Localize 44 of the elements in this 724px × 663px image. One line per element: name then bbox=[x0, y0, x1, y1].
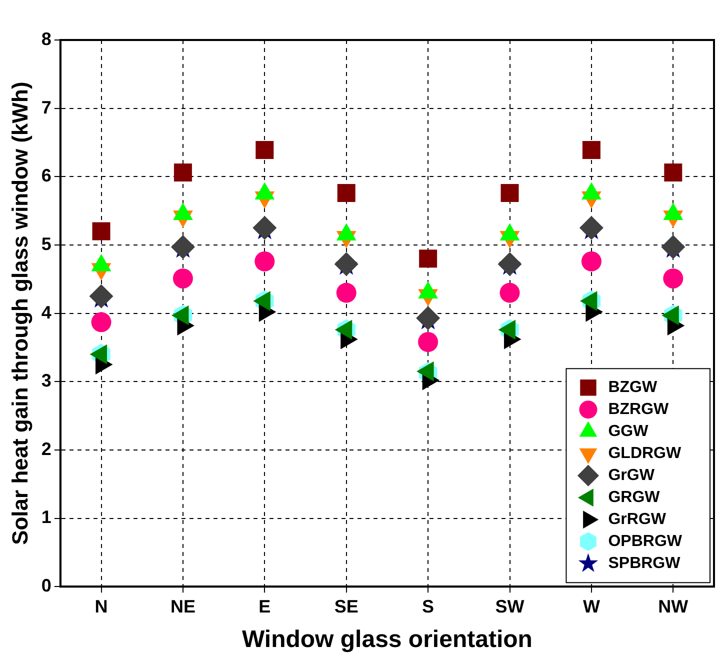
point bbox=[256, 141, 274, 160]
legend-label: GLDRGW bbox=[608, 445, 682, 462]
x-tick-label: S bbox=[422, 596, 434, 616]
point bbox=[92, 222, 110, 240]
legend-label: BZRGW bbox=[608, 401, 670, 418]
y-axis-title: Solar heat gain through glass window (kWh) bbox=[7, 82, 32, 545]
y-tick-label: 6 bbox=[41, 166, 52, 186]
point bbox=[500, 184, 519, 202]
point bbox=[172, 268, 193, 288]
y-tick-label: 8 bbox=[41, 28, 52, 49]
legend-label: OPBRGW bbox=[608, 533, 683, 550]
x-tick-label: E bbox=[258, 596, 271, 616]
point bbox=[337, 184, 356, 202]
point bbox=[174, 164, 192, 182]
x-tick-label: SW bbox=[495, 596, 524, 616]
y-tick-label: 1 bbox=[41, 507, 52, 528]
x-tick-label: N bbox=[94, 596, 108, 616]
y-tick-label: 0 bbox=[41, 576, 52, 596]
x-tick-label: NW bbox=[658, 596, 688, 616]
point bbox=[663, 268, 684, 288]
x-axis-title: Window glass orientation bbox=[242, 626, 532, 654]
legend-label: GGW bbox=[608, 423, 650, 440]
x-tick-label: W bbox=[582, 596, 600, 616]
point bbox=[581, 251, 602, 272]
y-tick-label: 2 bbox=[41, 438, 52, 459]
point bbox=[582, 141, 600, 160]
point bbox=[336, 282, 356, 303]
legend-label: GrGW bbox=[608, 467, 656, 484]
x-tick-label: NE bbox=[170, 596, 196, 616]
y-tick-label: 7 bbox=[41, 97, 52, 118]
point bbox=[418, 332, 438, 352]
y-tick-label: 5 bbox=[41, 234, 52, 254]
x-tick-label: SE bbox=[334, 596, 358, 616]
point bbox=[419, 250, 438, 268]
point bbox=[500, 282, 520, 303]
point bbox=[664, 164, 682, 182]
legend-label: GrRGW bbox=[608, 511, 667, 528]
point bbox=[91, 312, 112, 332]
y-tick-label: 4 bbox=[41, 302, 52, 322]
y-tick-label: 3 bbox=[41, 370, 52, 391]
point bbox=[254, 251, 275, 272]
legend-label: SPBRGW bbox=[608, 555, 682, 572]
legend-label: BZGW bbox=[608, 379, 658, 396]
legend-label: GRGW bbox=[608, 489, 661, 506]
